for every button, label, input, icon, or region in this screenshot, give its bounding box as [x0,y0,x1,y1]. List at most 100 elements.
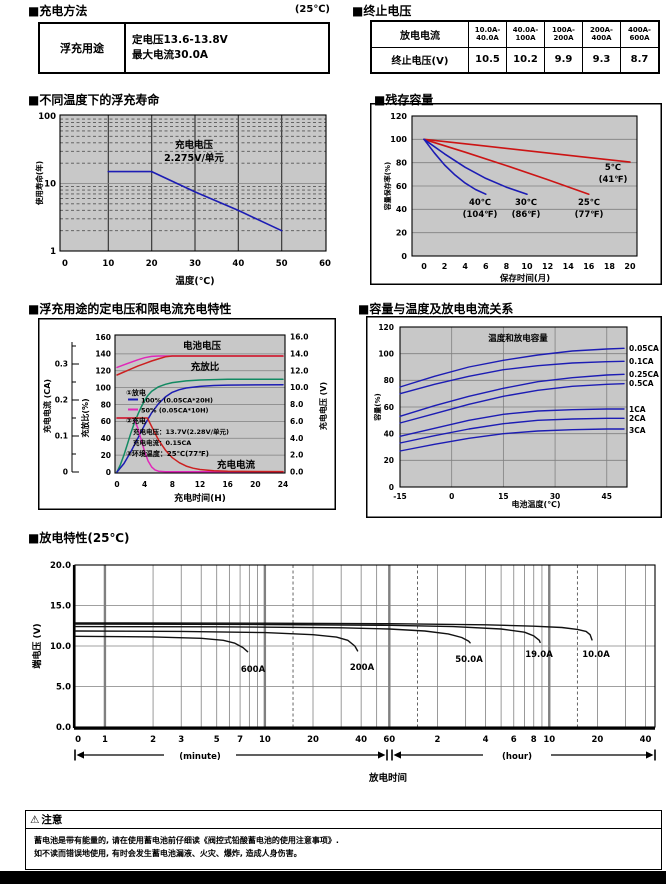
svg-text:充电电流：0.15CA: 充电电流：0.15CA [133,438,191,447]
svg-text:(minute): (minute) [179,752,221,762]
svg-text:使用寿命(年): 使用寿命(年) [34,161,44,206]
svg-text:充电电压: 充电电压 [175,139,214,151]
footer-bar [0,871,666,884]
svg-text:3CA: 3CA [629,426,646,435]
svg-text:40: 40 [384,429,394,438]
svg-text:160: 160 [95,333,111,342]
svg-text:10: 10 [102,259,114,269]
svg-text:80: 80 [384,376,394,385]
svg-text:15.0: 15.0 [50,601,71,611]
caution-line-1: 蓄电池是带有能量的, 请在使用蓄电池前仔细读《阀控式铅酸蓄电池的使用注意事项》. [34,836,339,845]
svg-text:8: 8 [531,735,537,745]
svg-text:充电电压 (V): 充电电压 (V) [318,382,328,430]
svg-text:12: 12 [542,262,553,271]
svg-text:充电时间(H): 充电时间(H) [174,492,226,504]
svg-text:温度和放电容量: 温度和放电容量 [488,333,548,344]
svg-text:40: 40 [232,259,244,269]
svg-text:200A: 200A [350,663,375,673]
svg-text:40: 40 [355,735,367,745]
svg-text:100% (0.05CA*20H): 100% (0.05CA*20H) [141,397,213,405]
section-title-end-voltage: ■终止电压 [352,4,412,18]
svg-text:10.0: 10.0 [50,642,71,652]
svg-text:②充电: ②充电 [126,416,146,425]
end-voltage-value-row: 终止电压(V) 10.5 10.2 9.9 9.3 8.7 [372,46,658,72]
svg-text:60: 60 [384,403,394,412]
section-title-float-life: ■不同温度下的浮充寿命 [28,93,160,107]
svg-text:0.2: 0.2 [55,396,68,405]
svg-text:7: 7 [237,735,243,745]
svg-text:80: 80 [101,400,111,409]
svg-text:40: 40 [640,735,652,745]
svg-text:40℃: 40℃ [469,198,491,208]
svg-text:4: 4 [142,480,147,489]
svg-text:0.0: 0.0 [56,723,71,733]
svg-text:电池电压: 电池电压 [183,340,222,352]
svg-text:20: 20 [250,480,260,489]
svg-text:25℃: 25℃ [578,198,600,208]
svg-text:20: 20 [591,735,603,745]
svg-text:20: 20 [384,456,394,465]
warning-icon: ⚠ [30,813,40,826]
charging-method-voltage: 定电压13.6-13.8V [132,34,228,46]
current-range-cell: 100A- 200A [544,22,582,47]
svg-text:120: 120 [378,323,394,332]
svg-text:充电电流 (CA): 充电电流 (CA) [42,379,52,433]
end-voltage-value-cell: 9.9 [544,47,582,72]
svg-text:1: 1 [102,735,108,745]
current-range-cell: 10.0A- 40.0A [468,22,506,47]
end-voltage-value-cell: 8.7 [620,47,658,72]
svg-text:30: 30 [550,492,560,501]
svg-text:充放比(%): 充放比(%) [80,398,90,437]
svg-text:①放电: ①放电 [126,388,146,397]
capacity-temperature-chart: -15 0 15 30 45020406080100120容量(%)温度和放电容量电池温… [366,316,662,518]
svg-text:10: 10 [44,179,56,189]
discharge-characteristics-chart: 0 1 2 3 5 7 10 20 40 60 2 4 6 8 10 20 40 0.0 5.0 10.0 15.0 20… [31,561,656,784]
svg-text:充电电压：13.7V(2.28V/单元): 充电电压：13.7V(2.28V/单元) [133,427,229,436]
svg-text:10.0A: 10.0A [582,650,610,660]
svg-text:10: 10 [543,735,555,745]
caution-title: 注意 [41,814,63,826]
svg-text:8: 8 [170,480,175,489]
current-range-cell: 40.0A- 100A [506,22,544,47]
svg-text:充放比: 充放比 [191,361,220,373]
svg-text:60: 60 [319,259,331,269]
caution-text: 蓄电池是带有能量的, 请在使用蓄电池前仔细读《阀控式铅酸蓄电池的使用注意事项》.… [26,829,661,865]
end-voltage-value-cell: 9.3 [582,47,620,72]
svg-text:100: 100 [378,349,394,358]
svg-text:60: 60 [383,735,395,745]
svg-text:0.5CA: 0.5CA [629,379,654,388]
svg-text:14.0: 14.0 [290,349,309,358]
svg-text:保存时间(月): 保存时间(月) [499,273,550,284]
float-life-chart: 0 10 20 30 40 50 60 100 10 1 使用寿命(年) 充电电压2.275V/单元温… [34,112,331,287]
svg-text:15: 15 [498,492,508,501]
svg-text:80: 80 [396,158,408,167]
svg-text:放电时间: 放电时间 [368,772,407,784]
end-voltage-header-row: 放电电流 10.0A- 40.0A 40.0A- 100A 100A- 200A 20… [372,22,658,47]
svg-text:充电电流: 充电电流 [217,459,256,471]
svg-text:19.0A: 19.0A [525,650,553,660]
svg-text:16.0: 16.0 [290,333,309,342]
svg-text:4.0: 4.0 [290,434,303,443]
svg-text:600A: 600A [241,665,266,675]
svg-text:60: 60 [396,182,408,191]
svg-text:100: 100 [95,383,111,392]
current-range-cell: 400A- 600A [620,22,658,47]
svg-text:(77℉): (77℉) [575,210,604,220]
svg-text:16: 16 [222,480,232,489]
svg-text:2.275V/单元: 2.275V/单元 [164,152,224,164]
charging-method-current: 最大电流30.0A [132,49,209,61]
svg-text:③环境温度：25℃(77℉): ③环境温度：25℃(77℉) [126,449,209,458]
svg-text:20: 20 [307,735,319,745]
svg-text:0: 0 [63,468,68,477]
svg-text:100: 100 [390,135,407,144]
svg-text:0: 0 [114,480,119,489]
svg-text:5℃: 5℃ [605,163,621,173]
svg-text:16: 16 [583,262,595,271]
svg-text:6.0: 6.0 [290,417,303,426]
svg-text:6: 6 [483,262,489,271]
svg-text:(86℉): (86℉) [512,210,541,220]
svg-text:5.0: 5.0 [56,682,71,692]
svg-text:2: 2 [435,735,441,745]
svg-text:20: 20 [101,451,111,460]
